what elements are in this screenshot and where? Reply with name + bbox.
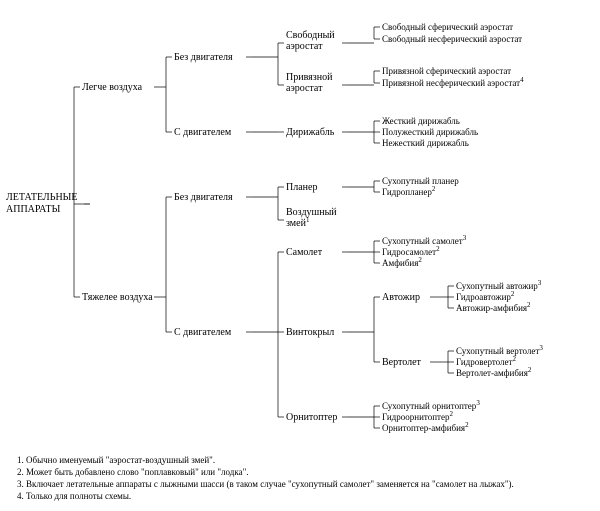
node-teth_aero: Привязной [286,72,333,83]
leaf-7: Сухопутный планер [382,176,459,186]
node-l_noeng: Без двигателя [174,52,233,63]
leaf-4: Жесткий дирижабль [382,116,460,126]
leaf-3: Привязной несферический аэростат4 [382,76,524,88]
footnote-3: Включает летательные аппараты с лыжными … [26,478,592,490]
leaf-6: Нежесткий дирижабль [382,138,469,148]
node-h_eng: С двигателем [174,327,232,338]
node-autogyro: Автожир [382,292,420,303]
aircraft-tree-diagram: ЛЕТАТЕЛЬНЫЕАППАРАТЫ Легче воздуха Тяжелее … [0,0,600,450]
node-free_aero: аэростат [286,41,323,52]
leaf-5: Полужесткий дирижабль [382,127,478,137]
leaf-2: Привязной сферический аэростат [382,66,511,76]
leaf-12: Сухопутный автожир3 [456,279,542,291]
footnotes-list: Обычно именуемый "аэростат-воздушный зме… [8,454,592,503]
node-light: Легче воздуха [82,82,143,93]
node-heli: Вертолет [382,357,422,368]
node-glider: Планер [286,182,317,193]
leaf-0: Свободный сферический аэростат [382,22,513,32]
node-heavy: Тяжелее воздуха [82,292,153,303]
leaf-16: Гидровертолет2 [456,355,516,367]
node-l_eng: С двигателем [174,127,232,138]
node-rotor: Винтокрыл [286,327,334,338]
node-kite: Воздушный [286,207,337,218]
node-free_aero: Свободный [286,30,335,41]
footnote-1: Обычно именуемый "аэростат-воздушный зме… [26,454,592,466]
leaf-13: Гидроавтожир2 [456,290,515,302]
leaf-8: Гидропланер2 [382,185,436,197]
leaf-20: Орнитоптер-амфибия2 [382,421,469,433]
root-line2: АППАРАТЫ [6,204,61,215]
footnotes-block: Обычно именуемый "аэростат-воздушный зме… [0,450,600,511]
leaf-9: Сухопутный самолет3 [382,234,467,246]
footnote-2: Может быть добавлено слово "поплавковый"… [26,466,592,478]
leaf-1: Свободный несферический аэростат [382,34,522,44]
footnote-4: Только для полноты схемы. [26,490,592,502]
root-line1: ЛЕТАТЕЛЬНЫЕ [6,192,78,203]
node-dirig: Дирижабль [286,127,335,138]
node-kite: змей1 [286,216,310,229]
node-teth_aero: аэростат [286,83,323,94]
leaf-19: Гидроорнитоптер2 [382,410,453,422]
node-h_noeng: Без двигателя [174,192,233,203]
leaf-17: Вертолет-амфибия2 [456,366,532,378]
node-plane: Самолет [286,247,323,258]
leaf-10: Гидросамолет2 [382,245,440,257]
leaf-18: Сухопутный орнитоптер3 [382,399,480,411]
node-ornit: Орнитоптер [286,412,337,423]
leaf-15: Сухопутный вертолет3 [456,344,543,356]
leaf-14: Автожир-амфибия2 [456,301,531,313]
leaf-11: Амфибия2 [382,256,422,268]
